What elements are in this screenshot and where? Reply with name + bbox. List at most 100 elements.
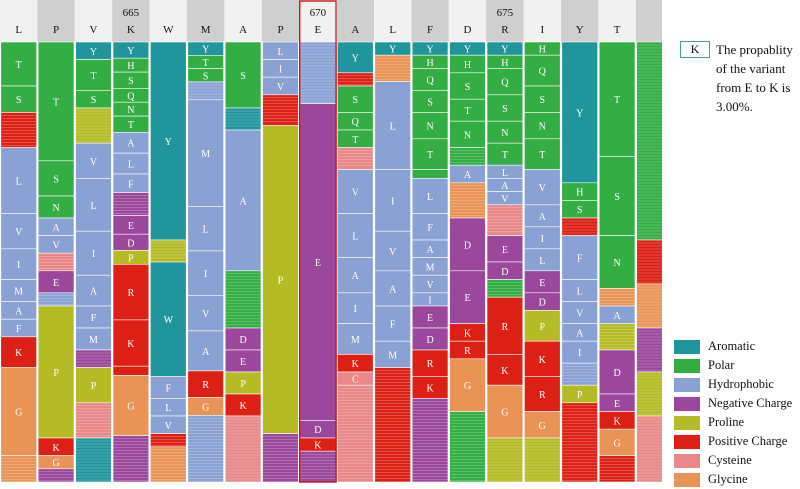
probability-segment (37, 468, 75, 483)
segment-residue-label: S (502, 104, 508, 115)
segment-residue-label: I (204, 269, 207, 280)
segment-residue-label: S (465, 82, 471, 93)
probability-segment (449, 120, 486, 148)
segment-residue-label: A (52, 223, 60, 234)
legend-label: Cysteine (708, 453, 752, 467)
probability-segment (449, 217, 486, 272)
segment-residue-label: T (427, 150, 433, 161)
segment-residue-label: D (127, 238, 134, 249)
segment-residue-label: G (127, 402, 134, 413)
segment-residue-label: K (15, 348, 23, 359)
probability-segment (524, 169, 561, 206)
segment-residue-label: E (502, 245, 508, 256)
segment-residue-label: V (352, 188, 360, 199)
segment-residue-label: R (202, 380, 209, 391)
probability-segment (524, 376, 561, 412)
probability-segment (337, 147, 374, 170)
legend-label: Negative Charge (708, 396, 793, 410)
column-header-bg (261, 0, 300, 42)
segment-residue-label: S (353, 95, 359, 106)
probability-segment (636, 327, 662, 373)
position-number-label: 675 (497, 7, 514, 19)
segment-residue-label: Y (464, 45, 471, 56)
probability-segment (449, 182, 486, 219)
segment-residue-label: A (90, 287, 98, 298)
probability-segment (0, 248, 37, 280)
column-header-bg (37, 0, 75, 42)
legend-item: Polar (674, 358, 800, 375)
segment-residue-label: K (501, 366, 509, 377)
segment-residue-label: T (502, 150, 508, 161)
probability-segment (37, 160, 75, 197)
segment-residue-label: I (92, 249, 95, 260)
probability-segment (449, 411, 486, 483)
segment-residue-label: L (90, 201, 96, 212)
probability-segment (75, 178, 112, 232)
legend-swatch (674, 378, 700, 392)
segment-residue-label: Y (127, 46, 134, 57)
probability-segment (112, 264, 150, 321)
probability-segment (411, 349, 449, 377)
column-header-bg (224, 0, 262, 42)
segment-residue-label: I (541, 234, 544, 245)
probability-segment (224, 270, 262, 329)
legend-swatch (674, 473, 700, 487)
segment-residue-label: E (315, 258, 321, 269)
probability-segment (37, 292, 75, 307)
segment-residue-label: N (613, 258, 620, 269)
segment-residue-label: K (127, 339, 135, 350)
probability-segment (411, 112, 449, 140)
column-header-bg (635, 0, 662, 42)
segment-residue-label: P (53, 368, 59, 379)
probability-segment (374, 367, 411, 483)
legend-swatch (674, 435, 700, 449)
segment-residue-label: L (203, 225, 209, 236)
reference-residue-label: K (127, 24, 135, 36)
probability-segment (299, 41, 337, 104)
legend-label: Hydrophobic (708, 377, 774, 391)
probability-segment (561, 41, 598, 184)
segment-residue-label: G (15, 408, 22, 419)
segment-residue-label: A (202, 347, 210, 358)
probability-segment (636, 283, 662, 329)
segment-residue-label: K (314, 441, 322, 452)
segment-residue-label: E (539, 278, 545, 289)
reference-residue-label: Y (576, 24, 584, 36)
segment-residue-label: P (577, 390, 583, 401)
segment-residue-label: V (501, 194, 509, 205)
probability-segment (337, 72, 374, 87)
segment-residue-label: V (15, 227, 23, 238)
segment-residue-label: T (464, 106, 470, 117)
segment-residue-label: L (352, 232, 358, 243)
probability-segment (636, 371, 662, 417)
probability-segment (37, 41, 75, 162)
reference-residue-label: V (90, 24, 98, 36)
segment-residue-label: P (91, 381, 97, 392)
probability-segment (524, 411, 561, 439)
segment-residue-label: V (539, 183, 547, 194)
segment-residue-label: H (464, 60, 471, 71)
probability-segment (112, 319, 150, 367)
reference-residue-label: P (53, 24, 59, 36)
legend-item: Aromatic (674, 339, 800, 356)
probability-segment (598, 323, 636, 351)
legend-swatch (674, 454, 700, 468)
probability-segment (411, 213, 449, 241)
legend-label: Aromatic (708, 339, 756, 353)
legend-item: Cysteine (674, 453, 800, 470)
segment-residue-label: H (576, 188, 583, 199)
segment-residue-label: P (128, 253, 134, 264)
segment-residue-label: L (577, 287, 583, 298)
probability-segment (0, 85, 37, 113)
probability-segment (262, 94, 299, 126)
legend-item: Negative Charge (674, 396, 800, 413)
probability-segment (561, 235, 598, 280)
residue-column: P T S NAV E P KG (37, 0, 75, 483)
column-header-bg (598, 0, 636, 42)
probability-segment (486, 94, 524, 122)
segment-residue-label: I (578, 348, 581, 359)
